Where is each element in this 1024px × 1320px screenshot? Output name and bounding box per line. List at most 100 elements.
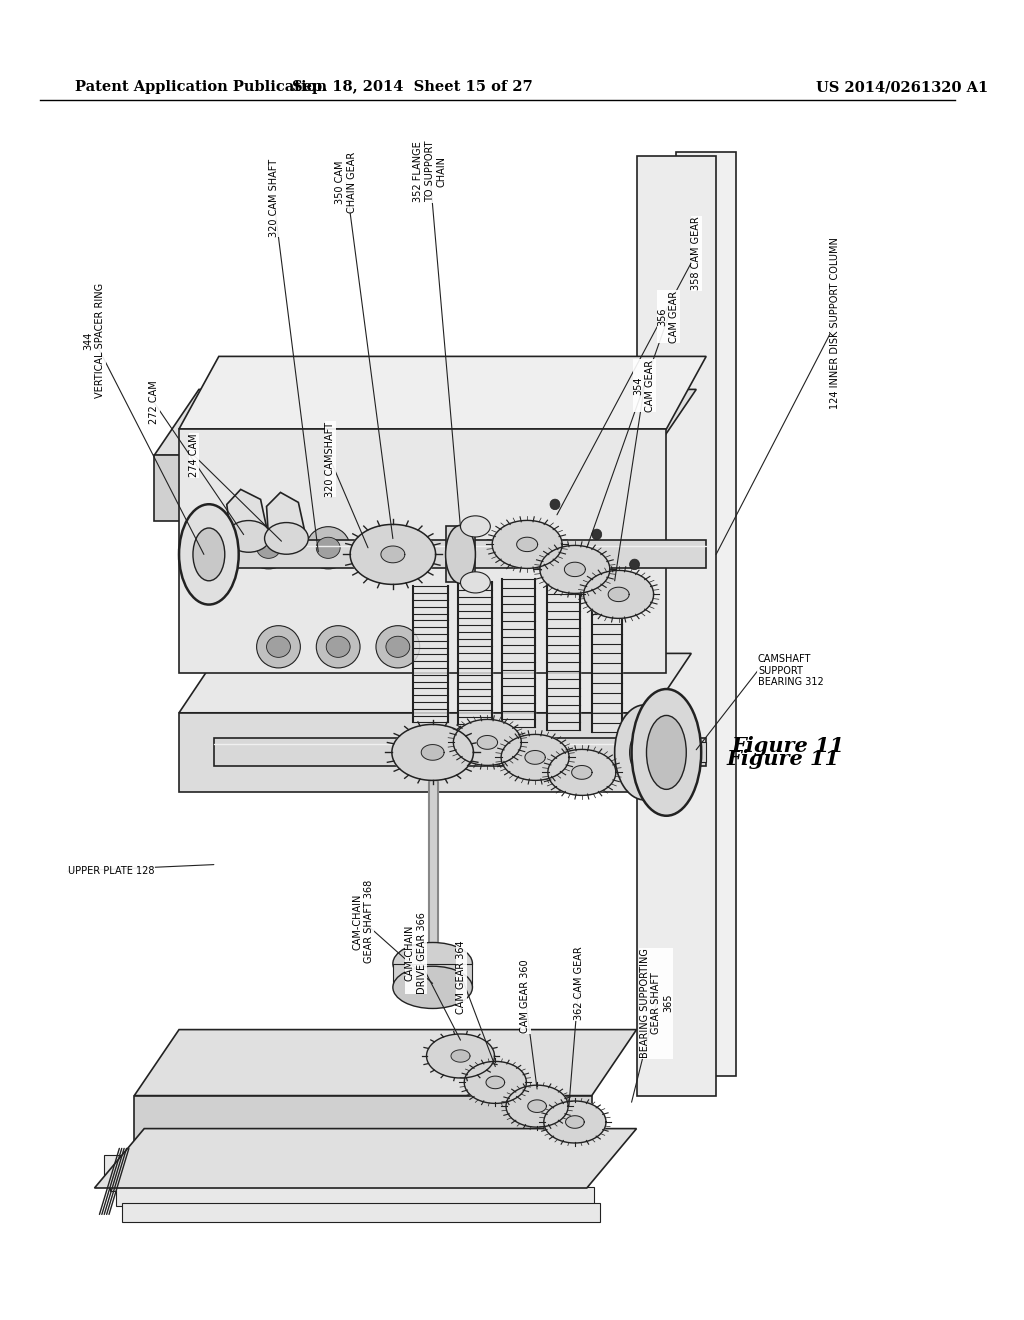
Polygon shape	[501, 734, 569, 780]
Polygon shape	[226, 490, 268, 536]
Polygon shape	[155, 389, 696, 455]
Ellipse shape	[376, 537, 399, 558]
Polygon shape	[179, 713, 651, 792]
Ellipse shape	[461, 572, 490, 593]
Text: 352 FLANGE
TO SUPPORT
CHAIN: 352 FLANGE TO SUPPORT CHAIN	[413, 141, 446, 202]
Text: 320 CAM SHAFT: 320 CAM SHAFT	[268, 158, 279, 238]
Text: 274 CAM: 274 CAM	[189, 433, 199, 478]
Text: Sep. 18, 2014  Sheet 15 of 27: Sep. 18, 2014 Sheet 15 of 27	[293, 81, 534, 94]
Ellipse shape	[366, 527, 410, 569]
Polygon shape	[517, 537, 538, 552]
Polygon shape	[451, 1049, 470, 1063]
Text: 362 CAM GEAR: 362 CAM GEAR	[573, 946, 584, 1020]
Text: Patent Application Publication: Patent Application Publication	[75, 81, 327, 94]
Ellipse shape	[376, 626, 420, 668]
Text: 320 CAMSHAFT: 320 CAMSHAFT	[326, 422, 335, 496]
Polygon shape	[506, 1085, 568, 1127]
Text: CAM GEAR 364: CAM GEAR 364	[457, 940, 467, 1014]
Polygon shape	[266, 492, 306, 539]
Text: 354
CAM GEAR: 354 CAM GEAR	[634, 359, 655, 412]
Ellipse shape	[630, 729, 659, 776]
Ellipse shape	[630, 560, 640, 570]
Ellipse shape	[393, 942, 472, 985]
Ellipse shape	[306, 527, 350, 569]
Text: Figure 11: Figure 11	[731, 735, 844, 756]
Text: Figure 11: Figure 11	[726, 748, 839, 770]
Polygon shape	[122, 1203, 600, 1222]
Polygon shape	[584, 570, 653, 618]
Polygon shape	[392, 725, 473, 780]
Polygon shape	[571, 766, 592, 779]
Ellipse shape	[316, 626, 360, 668]
Polygon shape	[214, 738, 707, 767]
Polygon shape	[393, 964, 472, 987]
Ellipse shape	[646, 715, 686, 789]
Text: CAM-CHAIN
DRIVE GEAR 366: CAM-CHAIN DRIVE GEAR 366	[404, 912, 427, 994]
Polygon shape	[592, 574, 622, 733]
Ellipse shape	[226, 520, 270, 552]
Polygon shape	[564, 562, 586, 577]
Ellipse shape	[386, 636, 410, 657]
Ellipse shape	[393, 966, 472, 1008]
Ellipse shape	[266, 636, 291, 657]
Ellipse shape	[257, 537, 281, 558]
Ellipse shape	[632, 689, 701, 816]
Polygon shape	[104, 1155, 582, 1175]
Polygon shape	[179, 356, 707, 429]
Ellipse shape	[193, 528, 225, 581]
Polygon shape	[548, 750, 615, 796]
Ellipse shape	[550, 499, 560, 510]
Ellipse shape	[264, 523, 308, 554]
Polygon shape	[477, 735, 498, 750]
Polygon shape	[111, 1171, 588, 1191]
Polygon shape	[565, 1115, 585, 1129]
Polygon shape	[117, 1187, 594, 1206]
Text: UPPER PLATE 128: UPPER PLATE 128	[68, 866, 155, 876]
Polygon shape	[493, 520, 562, 569]
Text: 356
CAM GEAR: 356 CAM GEAR	[657, 290, 679, 343]
Ellipse shape	[316, 537, 340, 558]
Polygon shape	[381, 546, 404, 562]
Text: 350 CAM
CHAIN GEAR: 350 CAM CHAIN GEAR	[335, 152, 357, 213]
Ellipse shape	[179, 504, 239, 605]
Ellipse shape	[247, 527, 291, 569]
Polygon shape	[155, 455, 651, 521]
Polygon shape	[525, 751, 546, 764]
Text: 124 INNER DISK SUPPORT COLUMN: 124 INNER DISK SUPPORT COLUMN	[830, 238, 841, 409]
Text: 344
VERTICAL SPACER RING: 344 VERTICAL SPACER RING	[84, 282, 105, 399]
Polygon shape	[544, 1101, 606, 1143]
Polygon shape	[458, 582, 493, 725]
Polygon shape	[427, 1034, 495, 1078]
Polygon shape	[608, 587, 629, 602]
Polygon shape	[527, 1100, 547, 1113]
Polygon shape	[454, 719, 521, 766]
Ellipse shape	[445, 525, 475, 583]
Ellipse shape	[614, 705, 675, 800]
Ellipse shape	[327, 636, 350, 657]
Text: BEARING SUPPORTING
GEAR SHAFT
365: BEARING SUPPORTING GEAR SHAFT 365	[640, 948, 673, 1059]
Polygon shape	[486, 1076, 505, 1089]
Text: CAM-CHAIN
GEAR SHAFT 368: CAM-CHAIN GEAR SHAFT 368	[352, 879, 374, 964]
Text: CAM GEAR 360: CAM GEAR 360	[520, 960, 530, 1034]
Ellipse shape	[257, 626, 300, 668]
Polygon shape	[179, 429, 667, 673]
Polygon shape	[94, 1129, 637, 1188]
Polygon shape	[464, 1061, 526, 1104]
Polygon shape	[134, 1096, 592, 1148]
Polygon shape	[179, 653, 691, 713]
Text: 358 CAM GEAR: 358 CAM GEAR	[691, 216, 701, 290]
Text: 272 CAM: 272 CAM	[150, 380, 159, 425]
Polygon shape	[421, 744, 444, 760]
Polygon shape	[179, 546, 209, 562]
Polygon shape	[445, 527, 475, 582]
Text: CAMSHAFT
SUPPORT
BEARING 312: CAMSHAFT SUPPORT BEARING 312	[758, 653, 823, 688]
Ellipse shape	[592, 529, 602, 540]
Polygon shape	[676, 152, 736, 1076]
Polygon shape	[413, 586, 447, 722]
Ellipse shape	[461, 516, 490, 537]
Polygon shape	[637, 156, 716, 1096]
Polygon shape	[350, 524, 435, 585]
Polygon shape	[134, 1030, 637, 1096]
Polygon shape	[540, 545, 610, 594]
Polygon shape	[502, 579, 536, 727]
